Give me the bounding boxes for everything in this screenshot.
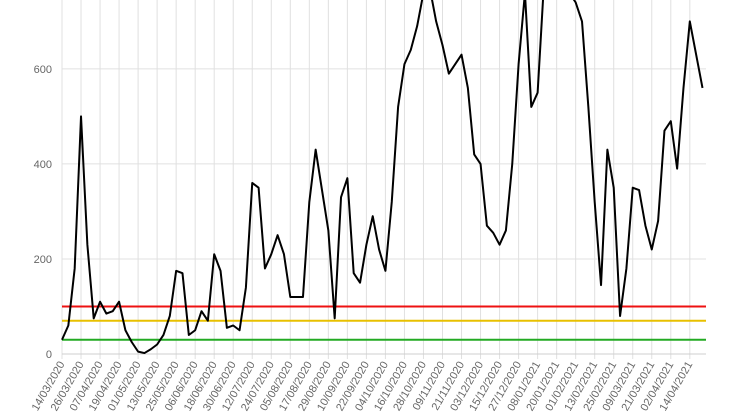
y-tick-label: 400 — [34, 159, 52, 171]
y-tick-label: 600 — [34, 64, 52, 76]
y-tick-label: 0 — [46, 349, 52, 361]
data-line — [61, 0, 704, 355]
y-tick-label: 200 — [34, 254, 52, 266]
plot — [61, 0, 704, 355]
